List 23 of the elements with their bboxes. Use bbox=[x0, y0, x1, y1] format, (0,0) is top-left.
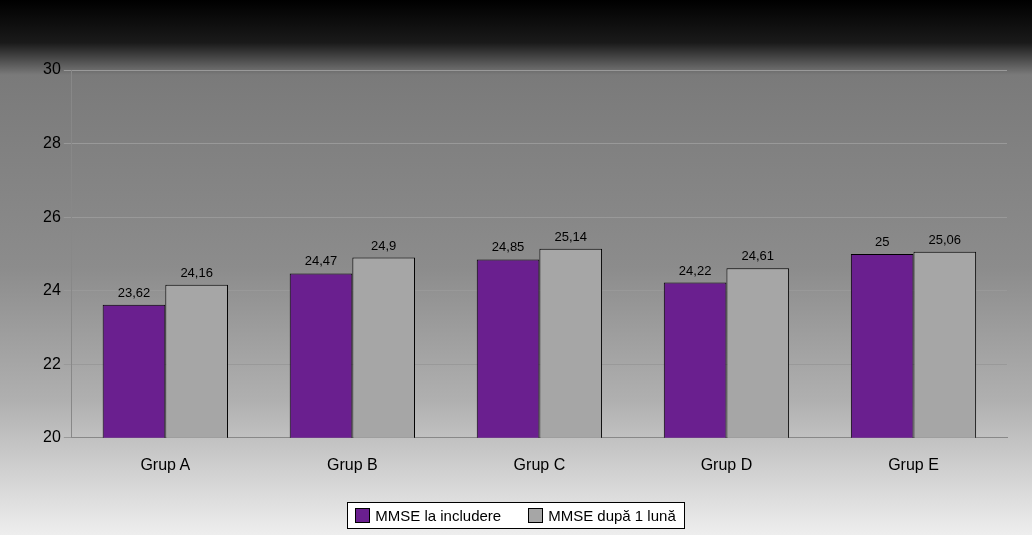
data-label: 25,06 bbox=[928, 231, 962, 247]
y-tick-label: 26 bbox=[43, 207, 61, 225]
data-label: 25 bbox=[874, 233, 890, 249]
data-label: 25,14 bbox=[554, 228, 587, 244]
y-tick-label: 24 bbox=[43, 281, 61, 299]
data-label: 24,9 bbox=[371, 237, 397, 253]
legend-label: MMSE la includere bbox=[375, 507, 502, 524]
data-label: 24,85 bbox=[491, 239, 525, 255]
x-tick-label: Grup A bbox=[140, 455, 191, 473]
y-tick-label: 22 bbox=[43, 354, 61, 372]
data-label: 24,22 bbox=[678, 262, 712, 278]
x-tick-label: Grup B bbox=[327, 455, 378, 473]
data-label: 24,61 bbox=[741, 248, 775, 264]
x-tick-label: Grup C bbox=[513, 455, 566, 473]
x-tick-label: Grup E bbox=[888, 455, 939, 473]
data-label: 23,62 bbox=[117, 284, 151, 300]
data-label: 24,16 bbox=[180, 264, 213, 280]
data-label: 24,47 bbox=[304, 253, 338, 269]
y-tick-label: 30 bbox=[43, 60, 61, 78]
y-tick-label: 20 bbox=[43, 428, 61, 446]
legend-label: MMSE după 1 lună bbox=[548, 507, 676, 524]
x-tick-label: Grup D bbox=[700, 455, 753, 473]
y-tick-label: 28 bbox=[43, 133, 61, 151]
